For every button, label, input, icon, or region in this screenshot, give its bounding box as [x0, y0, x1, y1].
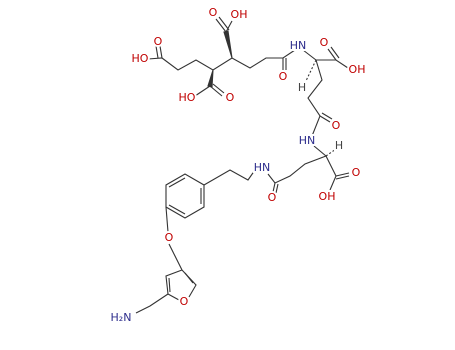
atom-label: O: [268, 191, 277, 204]
atom-label: O: [154, 35, 163, 48]
atom-label: HO: [132, 52, 149, 65]
atom-label: HN: [254, 161, 271, 174]
atom-label: HO: [179, 91, 196, 104]
atom-label: O: [332, 119, 341, 132]
atom-label: HN: [299, 134, 316, 147]
atom-label: OH: [231, 8, 248, 21]
atom-label: O: [165, 231, 174, 244]
atom-label: OH: [349, 63, 366, 76]
atom-label: H: [298, 81, 306, 94]
atom-label: H: [335, 139, 343, 152]
atom-label: O: [352, 166, 361, 179]
atom-label: O: [180, 295, 189, 308]
atom-label: H₂N: [111, 311, 132, 324]
atom-label: O: [279, 70, 288, 83]
bonds: [135, 16, 350, 314]
atom-label: HN: [290, 39, 307, 52]
atom-label: OH: [319, 190, 336, 203]
atom-label: O: [320, 36, 329, 49]
atom-label: O: [226, 91, 235, 104]
atom-label: O: [209, 6, 218, 19]
